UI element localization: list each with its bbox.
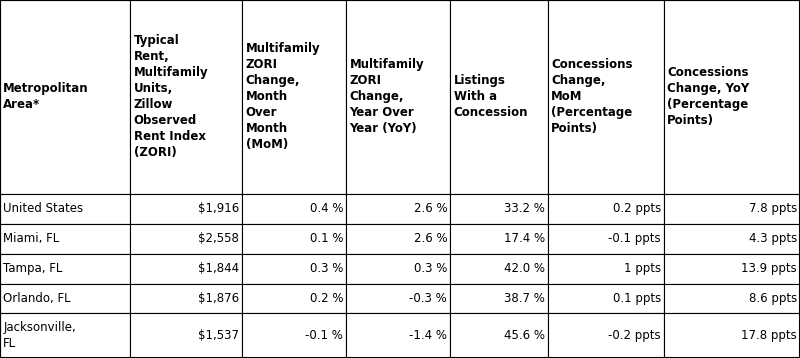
Text: 0.3 %: 0.3 % [310, 262, 343, 275]
Bar [450, 0, 548, 194]
Text: 4.3 ppts: 4.3 ppts [749, 232, 797, 245]
Text: $1,844: $1,844 [198, 262, 239, 275]
Text: 33.2 %: 33.2 % [504, 202, 545, 216]
Bar [664, 0, 800, 194]
Text: 2.6 %: 2.6 % [414, 202, 447, 216]
Text: 17.8 ppts: 17.8 ppts [741, 329, 797, 342]
Text: 2.6 %: 2.6 % [414, 232, 447, 245]
Text: 1 ppts: 1 ppts [624, 262, 661, 275]
Text: 0.3 %: 0.3 % [414, 262, 447, 275]
Text: -0.1 ppts: -0.1 ppts [608, 232, 661, 245]
Text: -1.4 %: -1.4 % [410, 329, 447, 342]
Bar [242, 284, 346, 313]
Text: $1,916: $1,916 [198, 202, 239, 216]
Bar [130, 284, 242, 313]
Bar [242, 254, 346, 284]
Bar [450, 254, 548, 284]
Text: 0.1 %: 0.1 % [310, 232, 343, 245]
Bar [450, 224, 548, 254]
Bar [346, 284, 450, 313]
Text: 42.0 %: 42.0 % [504, 262, 545, 275]
Bar [130, 224, 242, 254]
Bar [0, 284, 130, 313]
Bar [664, 194, 800, 224]
Bar [242, 313, 346, 358]
Bar [0, 194, 130, 224]
Text: -0.1 %: -0.1 % [306, 329, 343, 342]
Bar [346, 224, 450, 254]
Text: Concessions
Change, YoY
(Percentage
Points): Concessions Change, YoY (Percentage Poin… [667, 67, 750, 127]
Text: United States: United States [3, 202, 83, 216]
Bar [242, 194, 346, 224]
Bar [242, 224, 346, 254]
Text: Typical
Rent,
Multifamily
Units,
Zillow
Observed
Rent Index
(ZORI): Typical Rent, Multifamily Units, Zillow … [134, 34, 208, 159]
Bar [0, 224, 130, 254]
Bar [664, 313, 800, 358]
Bar [664, 224, 800, 254]
Text: Multifamily
ZORI
Change,
Month
Over
Month
(MoM): Multifamily ZORI Change, Month Over Mont… [246, 43, 320, 151]
Bar [0, 254, 130, 284]
Text: Multifamily
ZORI
Change,
Year Over
Year (YoY): Multifamily ZORI Change, Year Over Year … [350, 58, 424, 135]
Bar [548, 224, 664, 254]
Bar [346, 0, 450, 194]
Bar [346, 194, 450, 224]
Text: 8.6 ppts: 8.6 ppts [749, 292, 797, 305]
Bar [0, 0, 130, 194]
Text: $1,537: $1,537 [198, 329, 239, 342]
Text: Orlando, FL: Orlando, FL [3, 292, 71, 305]
Text: 0.2 ppts: 0.2 ppts [613, 202, 661, 216]
Bar [346, 254, 450, 284]
Bar [130, 194, 242, 224]
Text: Miami, FL: Miami, FL [3, 232, 59, 245]
Bar [664, 284, 800, 313]
Text: -0.2 ppts: -0.2 ppts [608, 329, 661, 342]
Bar [548, 0, 664, 194]
Text: Concessions
Change,
MoM
(Percentage
Points): Concessions Change, MoM (Percentage Poin… [551, 58, 633, 135]
Bar [130, 0, 242, 194]
Text: Tampa, FL: Tampa, FL [3, 262, 62, 275]
Bar [548, 313, 664, 358]
Bar [450, 194, 548, 224]
Text: 0.1 ppts: 0.1 ppts [613, 292, 661, 305]
Bar [548, 284, 664, 313]
Bar [242, 0, 346, 194]
Bar [346, 313, 450, 358]
Bar [450, 313, 548, 358]
Text: 0.4 %: 0.4 % [310, 202, 343, 216]
Text: 45.6 %: 45.6 % [504, 329, 545, 342]
Text: $1,876: $1,876 [198, 292, 239, 305]
Bar [130, 254, 242, 284]
Text: Jacksonville,
FL: Jacksonville, FL [3, 321, 76, 350]
Text: 17.4 %: 17.4 % [504, 232, 545, 245]
Text: $2,558: $2,558 [198, 232, 239, 245]
Bar [0, 313, 130, 358]
Text: 7.8 ppts: 7.8 ppts [749, 202, 797, 216]
Text: -0.3 %: -0.3 % [410, 292, 447, 305]
Text: 38.7 %: 38.7 % [504, 292, 545, 305]
Text: Metropolitan
Area*: Metropolitan Area* [3, 82, 89, 111]
Text: 0.2 %: 0.2 % [310, 292, 343, 305]
Bar [664, 254, 800, 284]
Text: Listings
With a
Concession: Listings With a Concession [454, 74, 528, 120]
Bar [548, 254, 664, 284]
Bar [450, 284, 548, 313]
Text: 13.9 ppts: 13.9 ppts [741, 262, 797, 275]
Bar [548, 194, 664, 224]
Bar [130, 313, 242, 358]
